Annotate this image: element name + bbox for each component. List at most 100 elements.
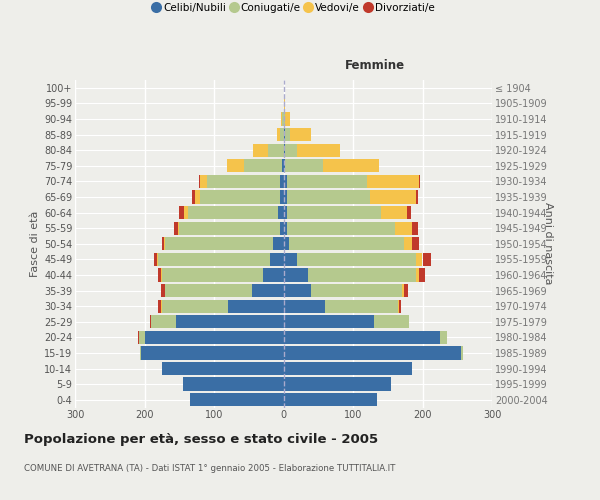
Bar <box>162 268 263 281</box>
Bar <box>154 252 157 266</box>
Bar <box>284 128 285 141</box>
Bar <box>284 237 289 250</box>
Bar <box>157 252 158 266</box>
Bar <box>166 284 252 297</box>
Bar <box>141 346 284 360</box>
Bar <box>401 284 404 297</box>
Bar <box>407 206 410 219</box>
Bar <box>145 330 284 344</box>
Bar <box>284 112 285 126</box>
Bar <box>284 346 461 360</box>
Bar <box>284 378 391 390</box>
Bar <box>273 237 284 250</box>
Bar <box>284 222 287 235</box>
Bar <box>416 252 422 266</box>
Bar <box>277 128 280 141</box>
Bar <box>399 300 401 313</box>
Legend: Celibi/Nubili, Coniugati/e, Vedovi/e, Divorziati/e: Celibi/Nubili, Coniugati/e, Vedovi/e, Di… <box>154 2 434 13</box>
Bar <box>282 112 284 126</box>
Bar <box>162 362 284 375</box>
Bar <box>412 237 419 250</box>
Bar <box>416 190 418 203</box>
Bar <box>412 222 418 235</box>
Bar <box>200 190 280 203</box>
Bar <box>280 128 284 141</box>
Bar <box>227 159 244 172</box>
Bar <box>404 237 412 250</box>
Bar <box>285 128 290 141</box>
Bar <box>188 206 278 219</box>
Bar <box>285 144 298 157</box>
Bar <box>151 315 176 328</box>
Bar <box>253 144 268 157</box>
Bar <box>269 252 284 266</box>
Bar <box>367 174 419 188</box>
Bar <box>298 252 416 266</box>
Bar <box>281 112 282 126</box>
Bar <box>419 268 425 281</box>
Bar <box>404 284 408 297</box>
Bar <box>284 190 287 203</box>
Bar <box>284 252 298 266</box>
Bar <box>290 128 311 141</box>
Bar <box>278 206 284 219</box>
Bar <box>284 300 325 313</box>
Bar <box>176 315 284 328</box>
Bar <box>263 268 284 281</box>
Bar <box>323 159 379 172</box>
Bar <box>200 174 207 188</box>
Bar <box>287 174 367 188</box>
Bar <box>287 190 370 203</box>
Bar <box>284 97 285 110</box>
Bar <box>138 330 139 344</box>
Bar <box>284 393 377 406</box>
Bar <box>284 206 287 219</box>
Bar <box>395 222 412 235</box>
Bar <box>166 237 273 250</box>
Bar <box>287 206 381 219</box>
Bar <box>194 190 200 203</box>
Bar <box>158 268 161 281</box>
Bar <box>244 159 282 172</box>
Bar <box>280 174 284 188</box>
Bar <box>173 222 178 235</box>
Bar <box>207 174 280 188</box>
Bar <box>179 222 280 235</box>
Bar <box>178 222 179 235</box>
Bar <box>139 330 145 344</box>
Bar <box>370 190 416 203</box>
Bar <box>381 206 407 219</box>
Bar <box>308 268 416 281</box>
Bar <box>284 268 308 281</box>
Bar <box>164 237 166 250</box>
Bar <box>190 393 284 406</box>
Bar <box>280 222 284 235</box>
Bar <box>162 300 228 313</box>
Bar <box>461 346 463 360</box>
Bar <box>179 206 184 219</box>
Bar <box>268 144 284 157</box>
Bar <box>287 222 395 235</box>
Bar <box>280 190 284 203</box>
Bar <box>285 159 323 172</box>
Bar <box>158 252 269 266</box>
Y-axis label: Fasce di età: Fasce di età <box>29 210 40 277</box>
Bar <box>419 174 421 188</box>
Bar <box>184 206 188 219</box>
Bar <box>289 237 404 250</box>
Bar <box>162 237 164 250</box>
Bar <box>284 159 285 172</box>
Bar <box>161 284 164 297</box>
Bar <box>140 346 141 360</box>
Bar <box>199 174 200 188</box>
Y-axis label: Anni di nascita: Anni di nascita <box>543 202 553 285</box>
Bar <box>285 112 290 126</box>
Bar <box>161 268 162 281</box>
Bar <box>284 284 311 297</box>
Bar <box>284 174 287 188</box>
Bar <box>284 330 440 344</box>
Bar <box>284 315 374 328</box>
Bar <box>284 362 412 375</box>
Text: Popolazione per età, sesso e stato civile - 2005: Popolazione per età, sesso e stato civil… <box>24 432 378 446</box>
Bar <box>298 144 340 157</box>
